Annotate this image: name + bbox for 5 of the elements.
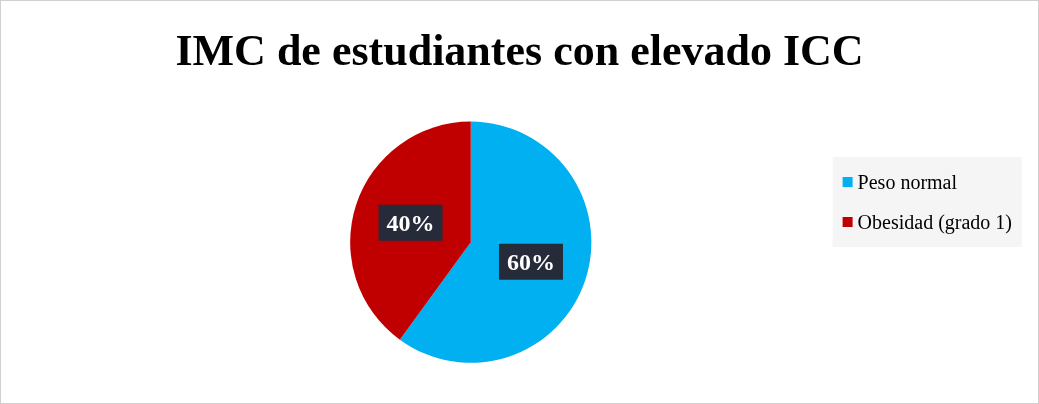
data-label: 60% — [506, 248, 555, 275]
chart-title: IMC de estudiantes con elevado ICC — [175, 25, 864, 75]
legend-label: Obesidad (grado 1) — [857, 211, 1013, 234]
legend-label: Peso normal — [857, 171, 958, 193]
data-label: 40% — [386, 209, 435, 236]
